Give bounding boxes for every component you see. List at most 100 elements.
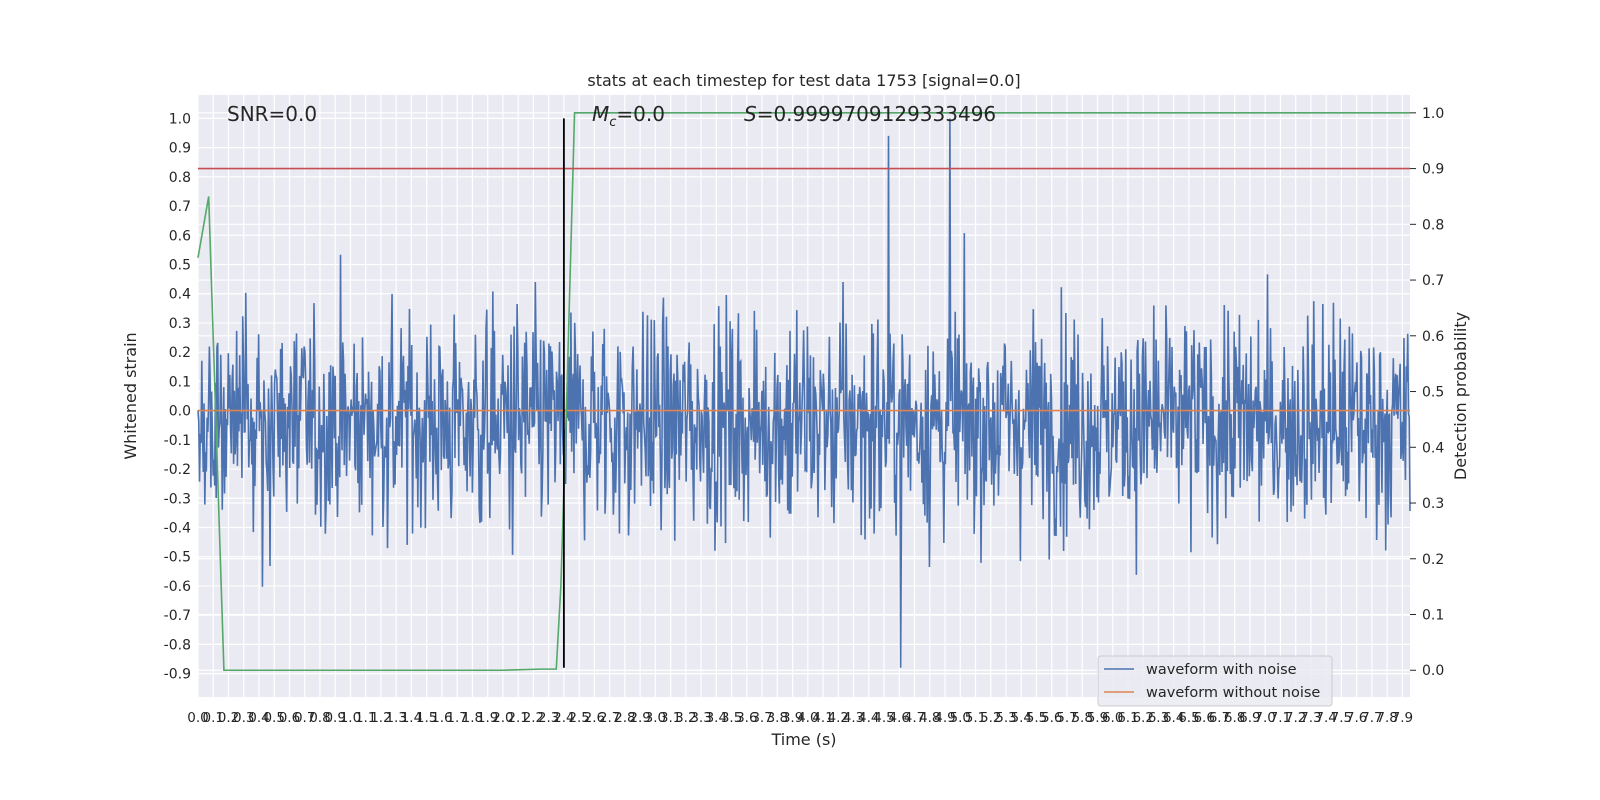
x-tick-label: 5.0 bbox=[950, 710, 971, 726]
y-left-tick-label: -0.1 bbox=[164, 433, 191, 449]
x-tick-label: 5.2 bbox=[980, 710, 1001, 726]
x-tick-label: 6.4 bbox=[1163, 710, 1184, 726]
x-tick-label: 2.5 bbox=[568, 710, 589, 726]
y-left-tick-label: -0.8 bbox=[164, 637, 191, 653]
x-tick-label: 0.6 bbox=[279, 710, 300, 726]
x-tick-label: 4.1 bbox=[812, 710, 833, 726]
x-tick-label: 2.1 bbox=[507, 710, 528, 726]
y-left-tick-label: 0.6 bbox=[169, 228, 191, 244]
series-waveform-with-noise bbox=[197, 118, 1411, 668]
x-tick-label: 3.2 bbox=[675, 710, 696, 726]
series-detection-probability bbox=[197, 112, 1410, 672]
y-left-tick-label: -0.5 bbox=[164, 550, 191, 566]
s-value: =0.9999709129333496 bbox=[757, 102, 996, 126]
y-right-tick-label: 0.1 bbox=[1422, 608, 1444, 624]
y-right-tick-label: 0.4 bbox=[1422, 440, 1444, 456]
x-tick-label: 6.5 bbox=[1178, 710, 1199, 726]
x-tick-label: 4.5 bbox=[873, 710, 894, 726]
s-symbol: S bbox=[744, 102, 757, 126]
y-left-tick-label: -0.9 bbox=[164, 667, 191, 683]
y-left-tick-label: -0.4 bbox=[164, 521, 191, 537]
x-tick-label: 6.1 bbox=[1117, 710, 1138, 726]
mc-subscript: c bbox=[609, 115, 616, 130]
x-tick-label: 1.1 bbox=[355, 710, 376, 726]
x-tick-label: 0.4 bbox=[248, 710, 269, 726]
mc-symbol: M bbox=[592, 102, 609, 126]
x-tick-label: 4.3 bbox=[843, 710, 864, 726]
x-tick-label: 1.3 bbox=[385, 710, 406, 726]
x-tick-label: 6.0 bbox=[1102, 710, 1123, 726]
x-tick-label: 0.5 bbox=[263, 710, 284, 726]
y-left-tick-label: 1.0 bbox=[169, 111, 191, 127]
x-tick-label: 7.0 bbox=[1254, 710, 1275, 726]
y-right-tick-label: 0.8 bbox=[1422, 217, 1444, 233]
x-tick-label: 1.6 bbox=[431, 710, 452, 726]
x-tick-label: 6.6 bbox=[1193, 710, 1214, 726]
x-tick-label: 0.2 bbox=[218, 710, 239, 726]
x-tick-label: 0.7 bbox=[294, 710, 315, 726]
x-tick-label: 2.7 bbox=[599, 710, 620, 726]
x-tick-label: 1.2 bbox=[370, 710, 391, 726]
y-left-tick-label: -0.6 bbox=[164, 579, 191, 595]
x-tick-label: 5.9 bbox=[1087, 710, 1108, 726]
x-tick-label: 7.9 bbox=[1392, 710, 1413, 726]
x-tick-label: 2.8 bbox=[614, 710, 635, 726]
x-tick-label: 3.1 bbox=[660, 710, 681, 726]
x-tick-label: 7.4 bbox=[1315, 710, 1336, 726]
x-tick-label: 1.0 bbox=[340, 710, 361, 726]
x-tick-label: 1.8 bbox=[462, 710, 483, 726]
x-tick-label: 3.8 bbox=[767, 710, 788, 726]
x-axis-label: Time (s) bbox=[770, 730, 836, 749]
x-tick-label: 1.4 bbox=[401, 710, 422, 726]
legend-label: waveform with noise bbox=[1146, 662, 1297, 678]
x-tick-label: 3.0 bbox=[645, 710, 666, 726]
x-tick-label: 5.5 bbox=[1026, 710, 1047, 726]
y-left-tick-label: 0.4 bbox=[169, 287, 191, 303]
x-tick-label: 7.8 bbox=[1376, 710, 1397, 726]
x-tick-label: 6.3 bbox=[1148, 710, 1169, 726]
x-tick-label: 4.2 bbox=[828, 710, 849, 726]
y-right-tick-label: 0.2 bbox=[1422, 552, 1444, 568]
x-tick-label: 4.6 bbox=[889, 710, 910, 726]
x-tick-label: 7.3 bbox=[1300, 710, 1321, 726]
y-left-tick-label: 0.7 bbox=[169, 199, 191, 215]
x-tick-label: 7.2 bbox=[1285, 710, 1306, 726]
y-right-tick-label: 0.3 bbox=[1422, 496, 1444, 512]
x-tick-label: 7.5 bbox=[1331, 710, 1352, 726]
x-tick-label: 6.2 bbox=[1132, 710, 1153, 726]
x-tick-label: 5.1 bbox=[965, 710, 986, 726]
x-tick-label: 3.4 bbox=[706, 710, 727, 726]
x-tick-label: 3.5 bbox=[721, 710, 742, 726]
x-tick-label: 4.0 bbox=[797, 710, 818, 726]
y-left-tick-label: 0.2 bbox=[169, 345, 191, 361]
x-tick-label: 0.9 bbox=[324, 710, 345, 726]
x-tick-label: 3.3 bbox=[690, 710, 711, 726]
y-left-tick-label: 0.5 bbox=[169, 257, 191, 273]
x-tick-label: 6.9 bbox=[1239, 710, 1260, 726]
y-left-tick-label: -0.3 bbox=[164, 491, 191, 507]
y-left-tick-label: -0.7 bbox=[164, 608, 191, 624]
axes-layer: 0.00.10.20.30.40.50.60.70.80.91.01.11.21… bbox=[164, 106, 1445, 726]
x-tick-label: 2.2 bbox=[523, 710, 544, 726]
x-tick-label: 0.3 bbox=[233, 710, 254, 726]
x-tick-label: 0.0 bbox=[187, 710, 208, 726]
mc-value: =0.0 bbox=[616, 102, 665, 126]
x-tick-label: 6.8 bbox=[1224, 710, 1245, 726]
series-layer bbox=[197, 112, 1411, 672]
x-tick-label: 2.9 bbox=[629, 710, 650, 726]
x-tick-label: 4.4 bbox=[858, 710, 879, 726]
x-tick-label: 1.5 bbox=[416, 710, 437, 726]
y-right-tick-label: 0.9 bbox=[1422, 162, 1444, 178]
x-tick-label: 7.6 bbox=[1346, 710, 1367, 726]
x-tick-label: 5.7 bbox=[1056, 710, 1077, 726]
x-tick-label: 3.6 bbox=[736, 710, 757, 726]
x-tick-label: 2.3 bbox=[538, 710, 559, 726]
x-tick-label: 2.0 bbox=[492, 710, 513, 726]
x-tick-label: 2.6 bbox=[584, 710, 605, 726]
x-tick-label: 3.7 bbox=[751, 710, 772, 726]
y-left-tick-label: 0.8 bbox=[169, 170, 191, 186]
chart-title: stats at each timestep for test data 175… bbox=[587, 71, 1020, 90]
y-left-tick-label: 0.0 bbox=[169, 404, 191, 420]
y-right-tick-label: 0.7 bbox=[1422, 273, 1444, 289]
y-right-tick-label: 1.0 bbox=[1422, 106, 1444, 122]
